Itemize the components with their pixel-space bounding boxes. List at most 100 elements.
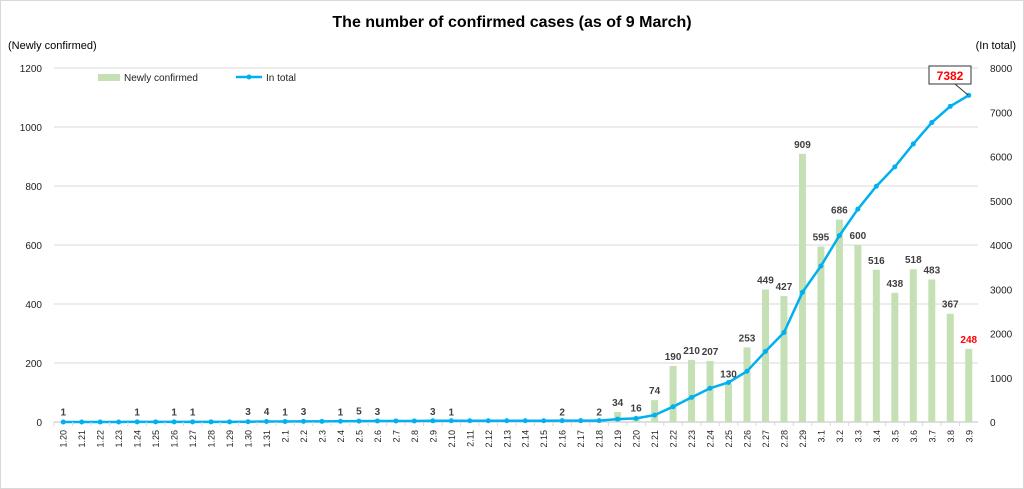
bar-data-label: 253 — [739, 333, 756, 344]
x-tick-label: 3.7 — [927, 430, 937, 443]
right-tick-label: 4000 — [990, 241, 1013, 252]
point-in-total — [504, 418, 510, 424]
point-in-total — [947, 103, 953, 109]
x-tick-label: 2.12 — [484, 430, 494, 448]
point-in-total — [836, 233, 842, 239]
x-tick-label: 2.29 — [798, 430, 808, 448]
bar-data-label: 1 — [282, 408, 288, 419]
x-tick-label: 2.28 — [779, 430, 789, 448]
bar-data-label: 3 — [301, 407, 307, 418]
x-tick-label: 1.28 — [207, 430, 217, 448]
bar-data-label: 3 — [245, 407, 251, 418]
point-in-total — [227, 419, 233, 425]
left-tick-label: 600 — [25, 241, 42, 252]
bar-data-label: 600 — [850, 231, 867, 242]
point-in-total — [652, 412, 658, 418]
bar-data-label: 1 — [338, 408, 344, 419]
point-in-total — [799, 289, 805, 295]
bar-data-label: 210 — [683, 346, 700, 357]
bar-data-label: 1 — [60, 408, 66, 419]
point-in-total — [818, 263, 824, 269]
bar-newly-confirmed — [780, 296, 788, 422]
bar-newly-confirmed — [761, 289, 769, 422]
bar-data-label: 518 — [905, 255, 922, 266]
bar-newly-confirmed — [706, 360, 714, 422]
point-in-total — [300, 418, 306, 424]
bar-newly-confirmed — [872, 269, 880, 422]
x-tick-label: 2.5 — [354, 430, 364, 443]
bar-data-label: 190 — [665, 352, 682, 363]
chart-title: The number of confirmed cases (as of 9 M… — [332, 14, 691, 31]
x-tick-label: 1.21 — [77, 430, 87, 448]
point-in-total — [910, 141, 916, 147]
x-tick-label: 1.31 — [262, 430, 272, 448]
bar-newly-confirmed — [854, 245, 862, 422]
legend-label-newly-confirmed: Newly confirmed — [124, 73, 198, 84]
bar-data-label: 4 — [264, 407, 270, 418]
point-in-total — [873, 183, 879, 189]
total-callout: 7382 — [928, 65, 972, 96]
x-tick-label: 2.3 — [317, 430, 327, 443]
point-in-total — [633, 415, 639, 421]
x-tick-label: 2.24 — [706, 430, 716, 448]
x-tick-label: 1.29 — [225, 430, 235, 448]
point-in-total — [892, 164, 898, 170]
bar-data-label: 16 — [631, 403, 643, 414]
bar-data-label: 130 — [720, 370, 737, 381]
point-in-total — [485, 418, 491, 424]
x-tick-label: 3.8 — [946, 430, 956, 443]
point-in-total — [393, 418, 399, 424]
left-tick-label: 1200 — [20, 64, 43, 75]
bar-newly-confirmed — [669, 365, 677, 422]
point-in-total — [171, 419, 177, 425]
point-in-total — [97, 419, 103, 425]
right-tick-label: 2000 — [990, 330, 1013, 341]
left-tick-label: 800 — [25, 182, 42, 193]
point-in-total — [116, 419, 122, 425]
x-tick-label: 2.6 — [373, 430, 383, 443]
x-tick-label: 3.2 — [835, 430, 845, 443]
x-tick-label: 3.5 — [890, 430, 900, 443]
x-tick-label: 2.13 — [502, 430, 512, 448]
total-callout-box — [928, 65, 972, 85]
right-axis-label: (In total) — [976, 40, 1016, 52]
point-in-total — [781, 330, 787, 336]
point-in-total — [60, 419, 66, 425]
point-in-total — [153, 419, 159, 425]
bar-newly-confirmed — [817, 246, 825, 422]
point-in-total — [337, 418, 343, 424]
bar-newly-confirmed — [946, 313, 954, 422]
point-in-total — [522, 418, 528, 424]
bar-data-label: 438 — [886, 279, 903, 290]
bar-data-label: 595 — [813, 232, 830, 243]
bar-data-label: 34 — [612, 398, 624, 409]
line-in-total — [63, 94, 970, 424]
total-callout-leader — [954, 83, 969, 96]
point-in-total — [430, 418, 436, 424]
x-tick-label: 1.20 — [59, 430, 69, 448]
bar-newly-confirmed — [909, 269, 917, 422]
point-in-total — [615, 416, 621, 422]
bar-data-label: 909 — [794, 140, 811, 151]
point-in-total — [356, 418, 362, 424]
x-tick-label: 2.7 — [391, 430, 401, 443]
x-tick-label: 1.23 — [114, 430, 124, 448]
point-in-total — [134, 419, 140, 425]
right-tick-label: 3000 — [990, 285, 1013, 296]
left-tick-label: 1000 — [20, 123, 43, 134]
x-tick-label: 1.25 — [151, 430, 161, 448]
x-tick-label: 2.4 — [336, 430, 346, 443]
point-in-total — [467, 418, 473, 424]
bar-data-label: 516 — [868, 256, 885, 267]
legend-label-in-total: In total — [266, 73, 296, 84]
x-tick-label: 2.22 — [669, 430, 679, 448]
x-tick-label: 3.6 — [909, 430, 919, 443]
x-tick-label: 2.26 — [743, 430, 753, 448]
bar-data-label: 1 — [449, 408, 455, 419]
x-tick-label: 2.18 — [595, 430, 605, 448]
bar-data-label: 367 — [942, 300, 959, 311]
legend-marker-in-total — [246, 74, 252, 80]
point-in-total — [245, 419, 251, 425]
x-tick-label: 2.23 — [687, 430, 697, 448]
